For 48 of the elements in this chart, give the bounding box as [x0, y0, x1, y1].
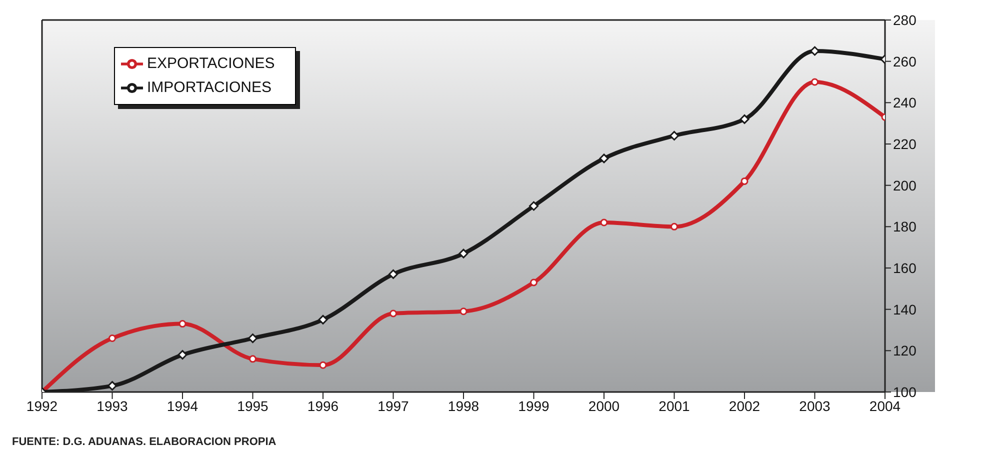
x-tick-label: 1992: [26, 398, 58, 414]
point: [740, 114, 750, 124]
point: [249, 355, 256, 363]
point: [670, 222, 678, 230]
point: [458, 248, 468, 258]
point: [600, 218, 608, 226]
y-tick-label: 180: [893, 218, 917, 235]
x-tick-label: 2000: [588, 398, 620, 414]
x-tick-label: 1997: [378, 398, 410, 414]
y-tick-label: 100: [893, 384, 917, 400]
x-tick-label: 2001: [658, 398, 690, 414]
x-tick-label: 1996: [307, 398, 339, 414]
x-tick-label: 1999: [518, 398, 550, 414]
y-tick-label: 160: [893, 260, 917, 276]
legend-label: EXPORTACIONES: [147, 55, 275, 72]
y-tick-label: 220: [893, 136, 917, 152]
x-tick-label: 1998: [448, 398, 480, 414]
point: [388, 269, 398, 279]
legend-label: IMPORTACIONES: [147, 79, 272, 96]
point: [178, 320, 186, 328]
x-tick-label: 1995: [237, 398, 269, 414]
point: [248, 334, 258, 344]
x-tick-label: 2002: [728, 398, 760, 414]
point: [178, 350, 188, 360]
point: [670, 130, 679, 140]
point: [108, 381, 117, 391]
x-tick-label: 1994: [166, 398, 198, 414]
y-tick-label: 140: [893, 301, 917, 318]
point: [108, 334, 116, 342]
y-tick-label: 240: [893, 94, 917, 111]
point: [810, 46, 820, 56]
point: [390, 310, 397, 318]
point: [529, 201, 538, 211]
x-tick-label: 2003: [799, 398, 831, 414]
point: [318, 314, 328, 324]
point: [460, 308, 468, 316]
point: [811, 78, 818, 86]
point: [530, 278, 538, 286]
point: [319, 361, 327, 369]
point: [599, 154, 609, 164]
y-tick-label: 280: [893, 12, 917, 28]
y-tick-label: 120: [893, 342, 917, 359]
x-tick-label: 2004: [869, 398, 901, 414]
source-note: FUENTE: D.G. ADUANAS. ELABORACION PROPIA: [12, 436, 276, 448]
point: [740, 177, 748, 185]
y-tick-label: 200: [893, 177, 917, 194]
x-tick-label: 1993: [96, 398, 128, 414]
y-tick-label: 260: [893, 53, 917, 70]
